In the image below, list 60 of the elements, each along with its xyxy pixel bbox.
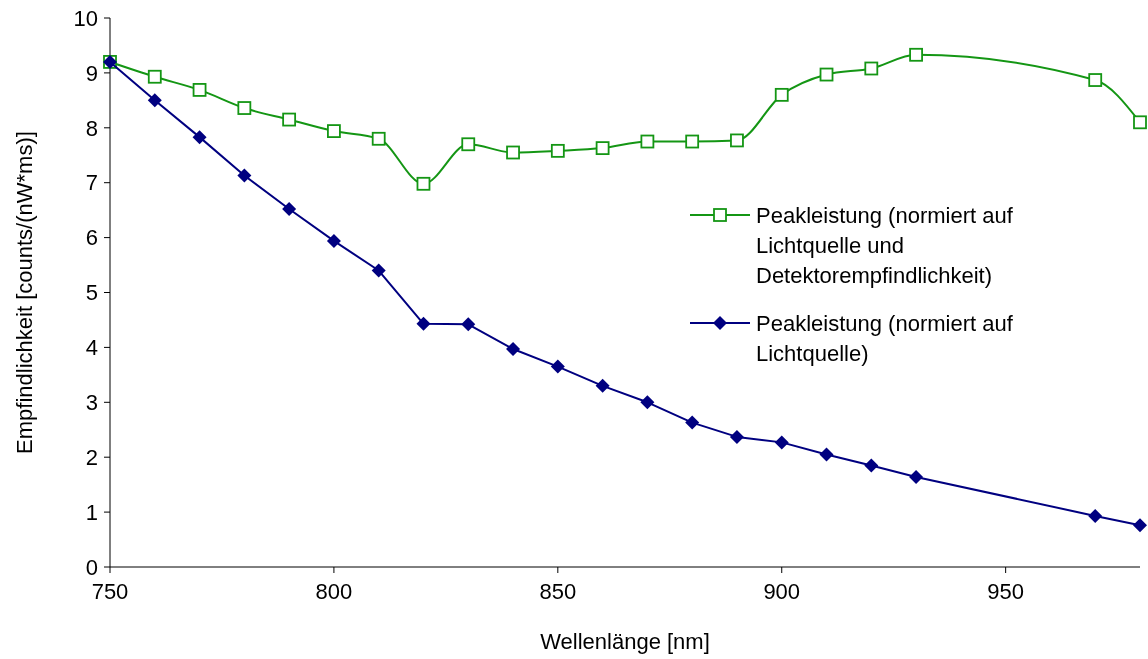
legend-label: Peakleistung (normiert auf Lichtquelle) bbox=[756, 310, 1014, 366]
point bbox=[729, 429, 744, 444]
point bbox=[640, 134, 655, 149]
x-tick-label: 750 bbox=[91, 579, 129, 604]
point bbox=[327, 124, 341, 138]
x-tick-label: 850 bbox=[539, 579, 577, 604]
point bbox=[506, 145, 520, 160]
point bbox=[192, 83, 207, 97]
point bbox=[237, 168, 252, 183]
point bbox=[1088, 508, 1103, 523]
y-tick-label: 9 bbox=[85, 60, 98, 86]
point bbox=[819, 447, 834, 462]
y-tick-label: 7 bbox=[85, 170, 98, 196]
point bbox=[595, 378, 610, 393]
x-tick-label: 900 bbox=[763, 579, 801, 604]
y-tick-label: 6 bbox=[85, 225, 98, 251]
point bbox=[237, 101, 252, 115]
y-tick-label: 3 bbox=[85, 390, 98, 415]
point bbox=[282, 112, 297, 127]
point bbox=[1133, 518, 1147, 533]
point bbox=[864, 458, 879, 473]
point bbox=[1133, 115, 1147, 130]
point bbox=[685, 415, 700, 430]
point bbox=[147, 69, 162, 84]
point bbox=[774, 87, 789, 102]
point bbox=[595, 141, 610, 156]
y-axis-title: Empfindlichkeit [counts/(nW*ms)] bbox=[12, 131, 37, 454]
point bbox=[282, 202, 297, 217]
legend-label: Peakleistung (normiert auf Lichtquelle und Detektorempfindlichkeit) bbox=[756, 202, 1014, 288]
point bbox=[909, 47, 923, 62]
y-tick-label: 0 bbox=[85, 554, 98, 580]
y-tick-label: 4 bbox=[85, 335, 98, 361]
point bbox=[371, 131, 386, 146]
y-tick-label: 10 bbox=[73, 5, 98, 31]
point bbox=[416, 176, 431, 191]
point bbox=[819, 67, 834, 82]
point bbox=[461, 137, 476, 152]
x-tick-label: 950 bbox=[987, 579, 1025, 604]
point bbox=[730, 133, 744, 148]
point bbox=[685, 134, 700, 149]
point bbox=[909, 469, 924, 484]
y-tick-label: 8 bbox=[85, 115, 98, 141]
y-tick-label: 5 bbox=[85, 280, 98, 306]
point bbox=[550, 359, 565, 374]
y-tick-label: 2 bbox=[85, 444, 98, 470]
point bbox=[416, 316, 431, 331]
point bbox=[326, 233, 341, 248]
point bbox=[192, 130, 207, 145]
x-tick-label: 800 bbox=[315, 579, 353, 604]
y-tick-label: 1 bbox=[85, 499, 98, 525]
point bbox=[371, 263, 386, 278]
point bbox=[864, 61, 879, 76]
point bbox=[550, 143, 565, 158]
point bbox=[461, 317, 476, 332]
point bbox=[774, 435, 789, 450]
point bbox=[506, 342, 521, 357]
point bbox=[1088, 73, 1103, 87]
point bbox=[640, 395, 655, 410]
x-axis-title: Wellenlänge [nm] bbox=[540, 629, 710, 654]
point bbox=[147, 93, 162, 108]
